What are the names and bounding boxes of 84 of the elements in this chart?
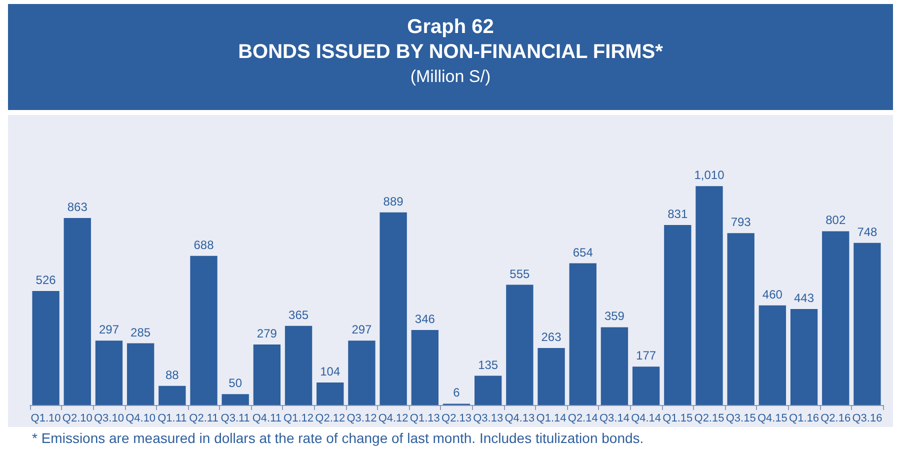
x-tick-label: Q2.16 <box>820 412 851 424</box>
x-tick-label: Q3.12 <box>346 412 377 424</box>
bar <box>190 256 218 405</box>
data-label: 297 <box>352 322 372 337</box>
x-tick-label: Q4.12 <box>378 412 408 424</box>
x-tick-label: Q1.13 <box>410 412 440 424</box>
bar <box>32 291 60 405</box>
x-tick-label: Q1.11 <box>158 412 187 424</box>
bar <box>506 284 534 405</box>
data-label: 688 <box>194 238 214 252</box>
x-tick-label: Q1.14 <box>536 412 566 424</box>
x-tick-label: Q2.11 <box>189 412 218 424</box>
text: * Emissions are measured in dollars at the rate of change of last month. Includes titulization bonds. <box>32 430 644 446</box>
chart-title: Graph 62 <box>406 16 495 39</box>
x-tick-label: Q2.14 <box>568 412 598 424</box>
x-tick-label: Q2.15 <box>694 412 724 424</box>
bar <box>253 344 281 405</box>
data-label: 365 <box>288 308 309 322</box>
x-tick-label: Q3.11 <box>220 412 250 424</box>
data-label: 863 <box>67 200 88 214</box>
bar <box>600 327 628 405</box>
bar <box>95 340 123 405</box>
data-label: 793 <box>730 215 752 230</box>
data-label: 6 <box>453 386 460 400</box>
bar <box>664 224 692 405</box>
bar <box>222 394 249 405</box>
data-label: 263 <box>541 330 562 344</box>
data-label: 50 <box>228 376 242 390</box>
x-tick-label: Q1.15 <box>662 412 693 424</box>
bar <box>727 233 754 405</box>
data-label: 443 <box>794 291 814 306</box>
x-tick-label: Q3.16 <box>852 412 882 424</box>
bar <box>474 376 502 405</box>
data-label: 104 <box>320 364 340 378</box>
bar <box>790 309 818 405</box>
data-label: 802 <box>826 213 846 228</box>
bar <box>696 186 723 405</box>
bar <box>64 218 91 405</box>
x-tick-label: Q3.13 <box>473 412 504 424</box>
data-label: 555 <box>510 266 530 281</box>
x-tick-label: Q4.13 <box>504 412 535 424</box>
data-label: 346 <box>414 312 436 326</box>
bar <box>538 348 565 405</box>
data-label: 177 <box>636 348 656 363</box>
data-label: 88 <box>165 368 180 382</box>
bar <box>126 343 154 405</box>
bar <box>411 330 438 405</box>
x-tick-label: Q3.14 <box>599 412 630 424</box>
x-tick-label: Q4.10 <box>126 412 156 424</box>
data-label: 460 <box>762 287 783 302</box>
x-tick-label: Q1.10 <box>30 412 61 424</box>
bar <box>632 366 660 405</box>
x-tick-label: Q2.13 <box>442 412 472 424</box>
data-label: 526 <box>36 273 56 288</box>
x-tick-label: Q4.14 <box>631 412 662 424</box>
data-label: 831 <box>668 206 688 221</box>
x-tick-label: Q1.12 <box>284 412 314 424</box>
data-label: 279 <box>256 326 278 341</box>
x-tick-label: Q3.10 <box>94 412 124 424</box>
x-tick-label: Q4.15 <box>757 412 788 424</box>
bar <box>348 340 376 405</box>
x-tick-label: Q2.12 <box>315 412 346 424</box>
bar <box>380 212 407 405</box>
data-label: 297 <box>98 322 120 337</box>
text: (Million S/) <box>409 67 492 87</box>
x-tick-label: Q3.15 <box>726 412 756 424</box>
chart-subtitle: BONDS ISSUED BY NON-FINANCIAL FIRMS* <box>237 41 664 64</box>
bar <box>569 263 596 405</box>
bar <box>822 231 850 405</box>
data-label: 889 <box>383 194 404 208</box>
x-tick-label: Q2.10 <box>62 412 92 424</box>
data-label: 1,010 <box>694 168 725 182</box>
data-label: 748 <box>857 224 878 239</box>
bar <box>758 305 786 405</box>
bar <box>158 386 186 405</box>
bar <box>854 242 881 405</box>
x-tick-label: Q4.11 <box>252 412 282 424</box>
bar <box>284 326 312 405</box>
bar <box>316 382 344 405</box>
data-label: 359 <box>604 309 625 324</box>
data-label: 135 <box>478 358 498 372</box>
data-label: 654 <box>572 245 594 260</box>
data-label: 285 <box>130 325 151 340</box>
x-tick-label: Q1.16 <box>789 412 820 424</box>
